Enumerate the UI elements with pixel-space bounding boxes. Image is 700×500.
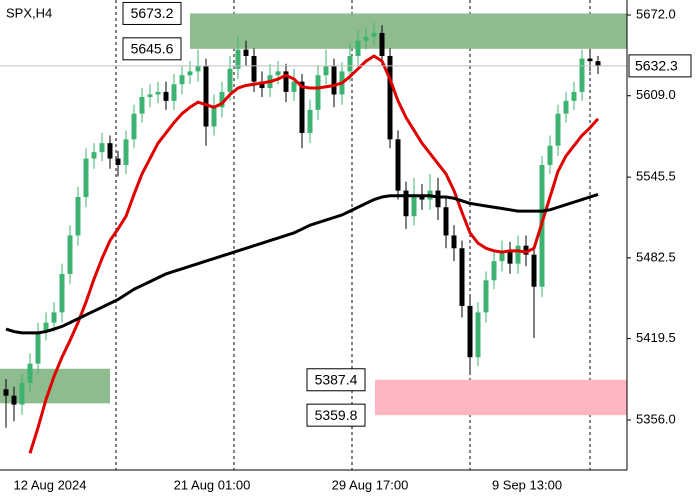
zone-label: 5673.2 bbox=[131, 5, 174, 21]
candle-body bbox=[403, 190, 409, 217]
zone bbox=[375, 379, 627, 416]
candle-body bbox=[227, 68, 233, 92]
candle-body bbox=[83, 158, 89, 197]
zone-label-box bbox=[122, 1, 182, 25]
candle-body bbox=[459, 248, 465, 306]
candle-body bbox=[307, 109, 313, 133]
candle-body bbox=[27, 363, 33, 383]
x-tick-label: 12 Aug 2024 bbox=[13, 477, 86, 492]
candle-body bbox=[3, 389, 9, 396]
candle-body bbox=[99, 143, 105, 153]
candle-body bbox=[547, 145, 553, 165]
candle-body bbox=[51, 312, 57, 323]
candle-body bbox=[91, 152, 97, 159]
candle-body bbox=[499, 250, 505, 262]
candle-body bbox=[203, 66, 209, 127]
candle-body bbox=[75, 196, 81, 236]
candle-body bbox=[571, 91, 577, 101]
y-tick-label: 5419.5 bbox=[636, 330, 676, 345]
y-tick-label: 5609.0 bbox=[636, 87, 676, 102]
candle-body bbox=[491, 261, 497, 281]
y-tick-label: 5672.0 bbox=[636, 6, 676, 21]
y-tick-label: 5482.5 bbox=[636, 249, 676, 264]
candle-body bbox=[451, 235, 457, 249]
x-tick-label: 9 Sep 13:00 bbox=[492, 477, 562, 492]
y-tick-label: 5356.0 bbox=[636, 411, 676, 426]
candle-body bbox=[363, 36, 369, 41]
candle-body bbox=[435, 190, 441, 208]
candle-body bbox=[115, 158, 121, 165]
candle-body bbox=[331, 66, 337, 95]
candle-body bbox=[67, 235, 73, 274]
candle-body bbox=[155, 91, 161, 95]
candle-body bbox=[163, 91, 169, 101]
candle-body bbox=[251, 56, 257, 82]
candle-body bbox=[315, 75, 321, 110]
candle-body bbox=[523, 245, 529, 255]
candle-body bbox=[59, 273, 65, 313]
x-tick-label: 29 Aug 17:00 bbox=[332, 477, 409, 492]
candle-body bbox=[259, 81, 265, 89]
moving-average-line bbox=[5, 193, 599, 335]
candle-body bbox=[283, 71, 289, 92]
candle-body bbox=[139, 97, 145, 114]
candle-body bbox=[371, 32, 377, 37]
zone bbox=[190, 13, 627, 49]
candle-body bbox=[387, 56, 393, 140]
candle-body bbox=[299, 81, 305, 133]
candle-body bbox=[347, 56, 353, 72]
candle-body bbox=[35, 331, 41, 364]
candle-body bbox=[443, 207, 449, 236]
last-price-box bbox=[628, 54, 692, 78]
zone-label: 5359.8 bbox=[315, 407, 358, 423]
candle-body bbox=[419, 196, 425, 200]
zone-label: 5645.6 bbox=[131, 41, 174, 57]
candle-body bbox=[515, 245, 521, 264]
y-tick-label: 5545.5 bbox=[636, 169, 676, 184]
candle-body bbox=[411, 196, 417, 217]
candle-body bbox=[507, 250, 513, 264]
zone-label-box bbox=[306, 403, 366, 427]
candle-body bbox=[147, 94, 153, 98]
zone-label-box bbox=[122, 37, 182, 61]
x-tick-label: 21 Aug 01:00 bbox=[174, 477, 251, 492]
candle-body bbox=[379, 32, 385, 57]
candle-body bbox=[531, 254, 537, 287]
candle-body bbox=[107, 143, 113, 159]
candle-body bbox=[11, 395, 17, 405]
candle-body bbox=[563, 100, 569, 114]
candle-body bbox=[179, 75, 185, 85]
candle-body bbox=[355, 40, 361, 57]
candle-body bbox=[211, 107, 217, 127]
candle-body bbox=[275, 71, 281, 76]
candle-body bbox=[171, 84, 177, 101]
candle-body bbox=[475, 312, 481, 358]
candle-body bbox=[587, 58, 593, 62]
candle-body bbox=[187, 71, 193, 76]
candle-body bbox=[195, 66, 201, 72]
zone-label-box bbox=[306, 368, 366, 392]
moving-average-line bbox=[28, 54, 600, 454]
candle-body bbox=[43, 322, 49, 332]
candle-body bbox=[235, 49, 241, 69]
candle-body bbox=[483, 280, 489, 313]
candle-body bbox=[579, 58, 585, 92]
candle-body bbox=[595, 61, 601, 66]
candle-body bbox=[19, 382, 25, 405]
candle-body bbox=[291, 81, 297, 92]
chart-title: SPX,H4 bbox=[6, 5, 52, 20]
candle-body bbox=[243, 49, 249, 57]
candle-body bbox=[131, 113, 137, 140]
candle-body bbox=[323, 66, 329, 76]
candle-body bbox=[395, 139, 401, 191]
candle-body bbox=[219, 91, 225, 108]
candle-body bbox=[123, 139, 129, 165]
zone-label: 5387.4 bbox=[315, 371, 358, 387]
candle-body bbox=[467, 305, 473, 358]
candle-body bbox=[555, 113, 561, 146]
last-price-label: 5632.3 bbox=[635, 58, 678, 74]
